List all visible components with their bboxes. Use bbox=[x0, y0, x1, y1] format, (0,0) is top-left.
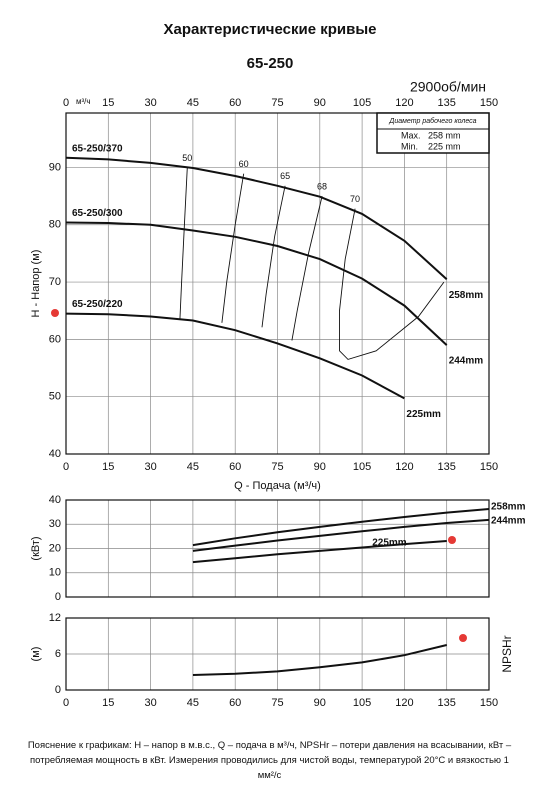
x-top-tick-label: 60 bbox=[229, 97, 241, 109]
footnote: Пояснение к графикам: H – напор в м.в.с.… bbox=[27, 740, 512, 781]
curve-label: 258mm bbox=[491, 502, 526, 513]
curve bbox=[65, 221, 448, 346]
x-tick-label: 0 bbox=[63, 697, 69, 709]
title: Характеристические кривые bbox=[163, 21, 376, 38]
efficiency-line bbox=[179, 167, 188, 320]
curve bbox=[192, 540, 447, 564]
y-tick-label: 90 bbox=[49, 161, 61, 173]
x-top-tick-label: 75 bbox=[271, 97, 283, 109]
x-tick-label: 120 bbox=[395, 461, 413, 473]
curve bbox=[192, 508, 490, 547]
efficiency-label: 60 bbox=[239, 159, 249, 169]
x-top-tick-label: 150 bbox=[480, 97, 498, 109]
x-tick-label: 150 bbox=[480, 697, 498, 709]
speed: 2900об/мин bbox=[410, 79, 486, 95]
curve-start-label: 65-250/220 bbox=[72, 299, 123, 310]
x-tick-label: 90 bbox=[314, 697, 326, 709]
x-tick-label: 105 bbox=[353, 461, 371, 473]
x-top-tick-label: 120 bbox=[395, 97, 413, 109]
legend-cell: 225 mm bbox=[428, 141, 461, 151]
y-tick-label: 80 bbox=[49, 219, 61, 231]
curve bbox=[192, 644, 447, 676]
plot-frame bbox=[65, 499, 490, 598]
y-tick-label: 50 bbox=[49, 391, 61, 403]
x-tick-label: 60 bbox=[229, 697, 241, 709]
efficiency-line bbox=[339, 208, 445, 360]
curve-end-label: 225mm bbox=[406, 409, 441, 420]
curve-start-label: 65-250/300 bbox=[72, 208, 123, 219]
legend-box bbox=[376, 112, 490, 154]
curve-label: 225mm bbox=[372, 538, 407, 549]
y-tick-label: 40 bbox=[49, 448, 61, 460]
x-tick-label: 45 bbox=[187, 461, 199, 473]
y-tick-label: 60 bbox=[49, 333, 61, 345]
curve-end-label: 244mm bbox=[449, 356, 484, 367]
efficiency-line bbox=[221, 173, 245, 323]
legend-title: Диаметр рабочего колеса bbox=[388, 117, 476, 125]
curve-start-label: 65-250/370 bbox=[72, 143, 123, 154]
curve-end-label: 258mm bbox=[449, 290, 484, 301]
efficiency-label: 50 bbox=[182, 153, 192, 163]
curve-label: 244mm bbox=[491, 516, 526, 527]
x-tick-label: 45 bbox=[187, 697, 199, 709]
plot-frame bbox=[65, 112, 490, 455]
marker-dot bbox=[448, 536, 456, 544]
x-tick-label: 105 bbox=[353, 697, 371, 709]
x-top-tick-label: 15 bbox=[102, 97, 114, 109]
curve bbox=[192, 518, 490, 552]
y-tick-label: 40 bbox=[49, 494, 61, 506]
x-top-tick-label: 135 bbox=[438, 97, 456, 109]
legend-cell: Min. bbox=[401, 141, 418, 151]
x-tick-label: 60 bbox=[229, 461, 241, 473]
y-tick-label: 12 bbox=[49, 612, 61, 624]
y-tick-label: 6 bbox=[55, 648, 61, 660]
x-axis-label: Q - Подача (м³/ч) bbox=[234, 480, 321, 492]
x-tick-label: 135 bbox=[438, 461, 456, 473]
x-tick-label: 120 bbox=[395, 697, 413, 709]
chart: Характеристические кривые 65-250 2900об/… bbox=[30, 21, 526, 709]
model: 65-250 bbox=[247, 55, 294, 72]
curve bbox=[65, 312, 405, 400]
marker-dot bbox=[459, 634, 467, 642]
legend-cell: Max. bbox=[401, 130, 421, 140]
x-top-tick-label: 90 bbox=[314, 97, 326, 109]
y-tick-label: 20 bbox=[49, 542, 61, 554]
x-tick-label: 150 bbox=[480, 461, 498, 473]
efficiency-label: 65 bbox=[280, 171, 290, 181]
x-unit: м³/ч bbox=[76, 97, 91, 106]
efficiency-label: 70 bbox=[350, 194, 360, 204]
x-top-tick-label: 45 bbox=[187, 97, 199, 109]
y-axis-label: H - Напор (м) bbox=[30, 250, 42, 318]
x-tick-label: 15 bbox=[102, 697, 114, 709]
x-tick-label: 75 bbox=[271, 697, 283, 709]
efficiency-line bbox=[291, 195, 323, 341]
y-axis-label: (м) bbox=[30, 647, 42, 662]
x-tick-label: 30 bbox=[144, 461, 156, 473]
x-top-tick-label: 0 bbox=[63, 97, 69, 109]
y-tick-label: 10 bbox=[49, 567, 61, 579]
curve bbox=[65, 156, 448, 280]
side-label: NPSHr bbox=[500, 635, 514, 672]
y-tick-label: 0 bbox=[55, 591, 61, 603]
x-tick-label: 15 bbox=[102, 461, 114, 473]
y-tick-label: 0 bbox=[55, 684, 61, 696]
x-tick-label: 90 bbox=[314, 461, 326, 473]
legend-cell: 258 mm bbox=[428, 130, 461, 140]
y-tick-label: 70 bbox=[49, 276, 61, 288]
x-tick-label: 30 bbox=[144, 697, 156, 709]
x-tick-label: 0 bbox=[63, 461, 69, 473]
x-tick-label: 75 bbox=[271, 461, 283, 473]
marker-dot bbox=[51, 309, 59, 317]
y-axis-label: (кВт) bbox=[30, 536, 42, 560]
y-tick-label: 30 bbox=[49, 518, 61, 530]
x-top-tick-label: 30 bbox=[144, 97, 156, 109]
x-tick-label: 135 bbox=[438, 697, 456, 709]
x-top-tick-label: 105 bbox=[353, 97, 371, 109]
efficiency-label: 68 bbox=[317, 181, 327, 191]
plot-frame bbox=[65, 617, 490, 691]
efficiency-line bbox=[261, 185, 286, 328]
